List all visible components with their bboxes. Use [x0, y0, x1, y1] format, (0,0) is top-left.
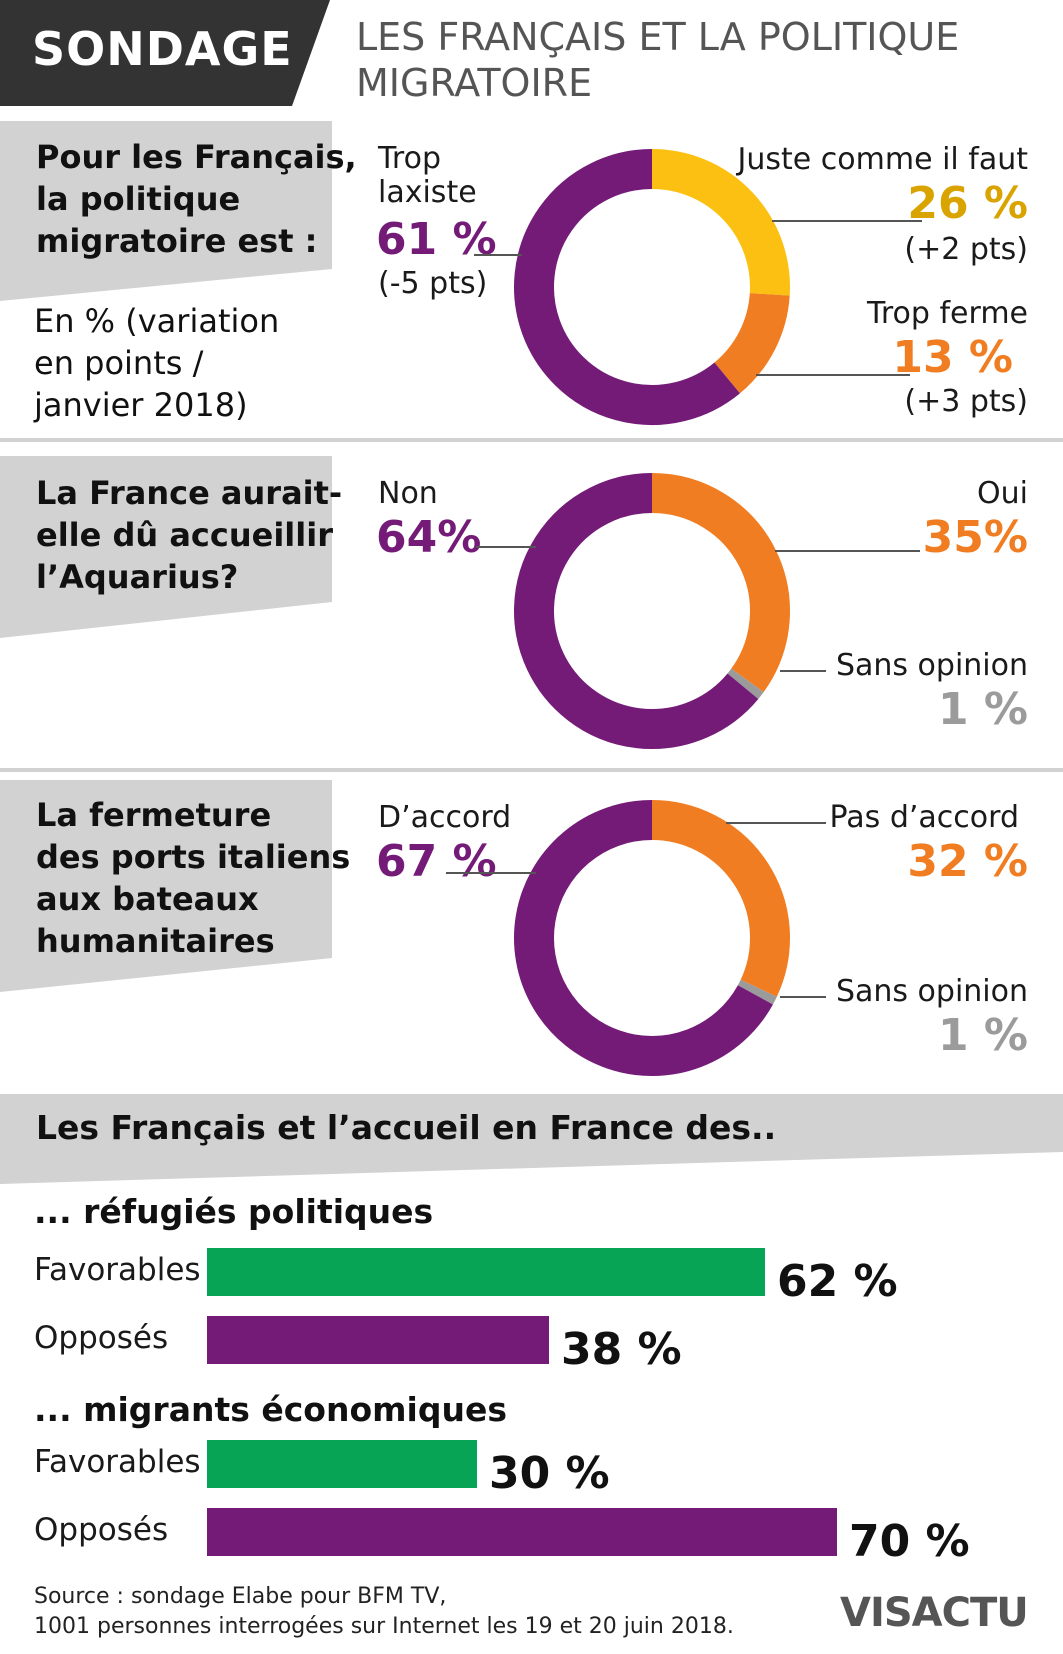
q3-right-leader: [726, 822, 826, 824]
donut-3-slice-sans-opinion: [737, 979, 777, 1005]
bars-group-2-title: ... migrants économiques: [34, 1390, 507, 1429]
donut-2-slice-oui: [651, 473, 790, 693]
donut-1-slice-trop-ferme: [713, 292, 790, 394]
page-title-line-2: MIGRATOIRE: [356, 61, 593, 105]
q1-top-right-leader: [772, 220, 922, 222]
header-tag-background: [0, 0, 330, 106]
donut-3-slice-d-accord: [514, 800, 773, 1076]
q3-question-line-2: des ports italiens: [36, 838, 351, 876]
q3-question: La fermeture des ports italiens aux bate…: [36, 794, 350, 962]
q3-minor-label: Sans opinion: [835, 974, 1028, 1009]
q2-question-line-3: l’Aquarius?: [36, 558, 239, 596]
bars-group-2-row-1-label: Favorables: [34, 1444, 201, 1480]
q3-minor-value: 1 %: [937, 1010, 1028, 1061]
bars-group-1-row-2-label: Opposés: [34, 1320, 169, 1356]
q2-question-panel: [0, 456, 332, 638]
bars-group-1-row-1-label: Favorables: [34, 1252, 201, 1288]
page-title-line-1: LES FRANÇAIS ET LA POLITIQUE: [356, 15, 960, 59]
q1-top-right-value: 26 %: [907, 178, 1028, 229]
source-line-2: 1001 personnes interrogées sur Internet …: [34, 1614, 734, 1639]
q2-left-value: 64%: [376, 512, 482, 563]
bar-group-2-opposés-value: 70 %: [849, 1516, 970, 1567]
bars-group-1-title: ... réfugiés politiques: [34, 1192, 434, 1231]
bar-group-2-opposés: [207, 1508, 837, 1556]
q1-left-label-line-2: laxiste: [378, 175, 477, 210]
q1-question-line-3: migratoire est :: [36, 222, 318, 260]
q1-mid-right-label: Trop ferme: [866, 296, 1028, 331]
q2-left-label: Non: [378, 476, 438, 511]
q3-left-leader: [446, 872, 536, 874]
q3-question-line-3: aux bateaux: [36, 880, 259, 918]
header-tag: SONDAGE: [32, 22, 293, 76]
q2-right-label: Oui: [977, 476, 1028, 511]
source-note: Source : sondage Elabe pour BFM TV, 1001…: [34, 1582, 734, 1642]
q2-minor-value: 1 %: [937, 684, 1028, 735]
section-divider-2: [0, 768, 1063, 772]
q1-note: En % (variation en points / janvier 2018…: [34, 300, 279, 426]
bar-group-2-favorables-value: 30 %: [489, 1448, 610, 1499]
bar-group-1-favorables-value: 62 %: [777, 1256, 898, 1307]
bars-heading: Les Français et l’accueil en France des.…: [36, 1108, 777, 1147]
q1-question-line-2: la politique: [36, 180, 241, 218]
section-divider-1: [0, 438, 1063, 442]
q1-left-delta: (-5 pts): [378, 266, 488, 301]
q1-note-line-3: janvier 2018): [34, 386, 248, 424]
q1-left-value: 61 %: [376, 214, 497, 265]
bars-group-2-row-2-label: Opposés: [34, 1512, 169, 1548]
bar-group-1-opposés-value: 38 %: [561, 1324, 682, 1375]
q1-top-right-label: Juste comme il faut: [737, 142, 1028, 177]
q3-right-value: 32 %: [907, 836, 1028, 887]
q1-left-label-line-1: Trop: [378, 141, 441, 176]
q3-right-label: Pas d’accord: [829, 800, 1019, 835]
q1-mid-right-value: 13 %: [892, 332, 1013, 383]
donut-2-slice-non: [514, 473, 759, 749]
q2-right-leader: [775, 550, 920, 552]
q2-question-line-2: elle dû accueillir: [36, 516, 333, 554]
q3-question-line-1: La fermeture: [36, 796, 272, 834]
bars-heading-panel: [0, 1094, 1063, 1184]
donut-1-slice-juste-comme-il-faut: [651, 149, 790, 296]
q3-question-line-4: humanitaires: [36, 922, 275, 960]
brand-logo: VISACTU: [840, 1590, 1029, 1636]
q1-top-right-delta: (+2 pts): [904, 232, 1028, 267]
donut-3-slice-pas-d-accord: [651, 800, 790, 997]
bar-group-1-opposés: [207, 1316, 549, 1364]
q2-right-value: 35%: [922, 512, 1028, 563]
q1-left-label: Trop laxiste: [378, 142, 477, 210]
q3-minor-leader: [780, 996, 826, 998]
q3-left-label: D’accord: [378, 800, 512, 835]
q1-note-line-2: en points /: [34, 344, 204, 382]
q2-left-leader: [476, 546, 536, 548]
q2-minor-leader: [780, 670, 826, 672]
q1-question-panel: [0, 121, 332, 301]
q2-question-line-1: La France aurait-: [36, 474, 343, 512]
q1-mid-right-delta: (+3 pts): [904, 384, 1028, 419]
q1-question: Pour les Français, la politique migratoi…: [36, 136, 357, 262]
q1-note-line-1: En % (variation: [34, 302, 280, 340]
donut-2-slice-sans-opinion: [727, 668, 764, 699]
page-title: LES FRANÇAIS ET LA POLITIQUE MIGRATOIRE: [356, 14, 1046, 106]
q2-question: La France aurait- elle dû accueillir l’A…: [36, 472, 342, 598]
q1-question-line-1: Pour les Français,: [36, 138, 357, 176]
donut-1-slice-trop-laxiste: [514, 149, 740, 425]
q2-minor-label: Sans opinion: [835, 648, 1028, 683]
q3-left-value: 67 %: [376, 836, 497, 887]
source-line-1: Source : sondage Elabe pour BFM TV,: [34, 1584, 447, 1609]
bar-group-1-favorables: [207, 1248, 765, 1296]
q1-left-leader: [474, 254, 522, 256]
bar-group-2-favorables: [207, 1440, 477, 1488]
q1-mid-right-leader: [756, 374, 910, 376]
q3-question-panel: [0, 780, 332, 992]
